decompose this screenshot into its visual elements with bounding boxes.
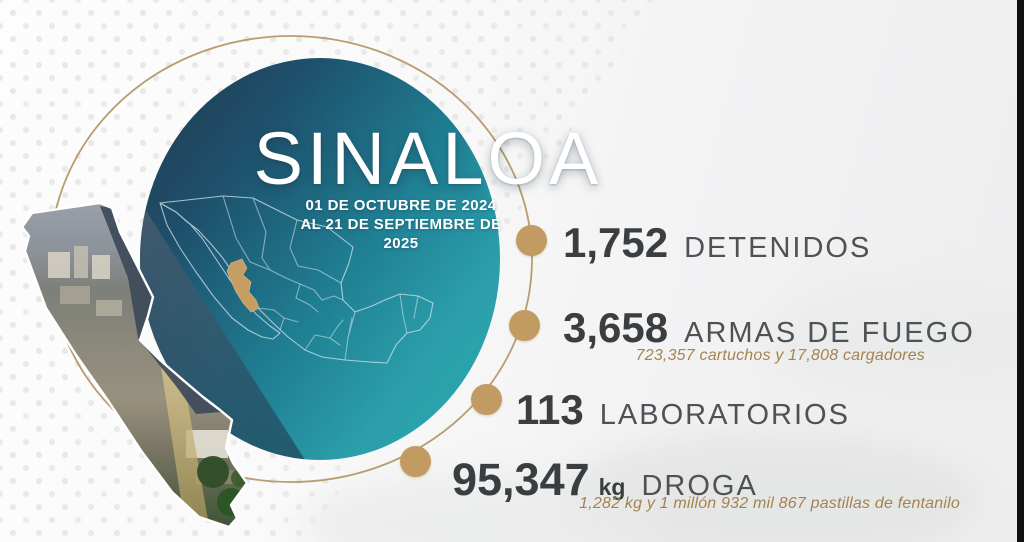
stat-unit: kg <box>598 474 626 500</box>
sinaloa-state-highlight <box>226 258 260 313</box>
stat-detenidos: 1,752 DETENIDOS <box>563 219 871 267</box>
stat-note: 723,357 cartuchos y 17,808 cargadores <box>635 347 925 364</box>
stat-bullet-icon <box>516 225 547 256</box>
date-range: 01 DE OCTUBRE DE 2024 AL 21 DE SEPTIEMBR… <box>271 196 531 253</box>
stat-bullet-icon <box>400 446 431 477</box>
stat-value: 1,752 <box>563 219 669 266</box>
date-line-1: 01 DE OCTUBRE DE 2024 <box>305 197 497 214</box>
stat-laboratorios: 113 LABORATORIOS <box>516 386 850 434</box>
page-title: SINALOA <box>253 117 603 200</box>
stat-armas-de-fuego: 3,658 ARMAS DE FUEGO <box>563 304 975 352</box>
shadow-wedge <box>140 168 372 460</box>
stat-note: 1,282 kg y 1 millón 932 mil 867 pastilla… <box>579 495 960 512</box>
stat-label: DETENIDOS <box>684 232 872 264</box>
stat-bullet-icon <box>471 384 502 415</box>
stat-label: DROGA <box>641 470 758 502</box>
right-edge-black-strip <box>1017 0 1024 542</box>
stat-label: LABORATORIOS <box>599 399 850 431</box>
date-line-2: AL 21 DE SEPTIEMBRE DE <box>300 216 502 233</box>
background-haze <box>760 280 1024 400</box>
stat-value: 95,347 <box>452 454 590 505</box>
stat-bullet-icon <box>509 310 540 341</box>
stat-value: 113 <box>516 386 584 433</box>
stat-droga: 95,347 kg DROGA <box>452 454 758 506</box>
stat-value: 3,658 <box>563 304 669 351</box>
stat-label: ARMAS DE FUEGO <box>684 317 975 349</box>
date-line-3: 2025 <box>383 235 419 252</box>
